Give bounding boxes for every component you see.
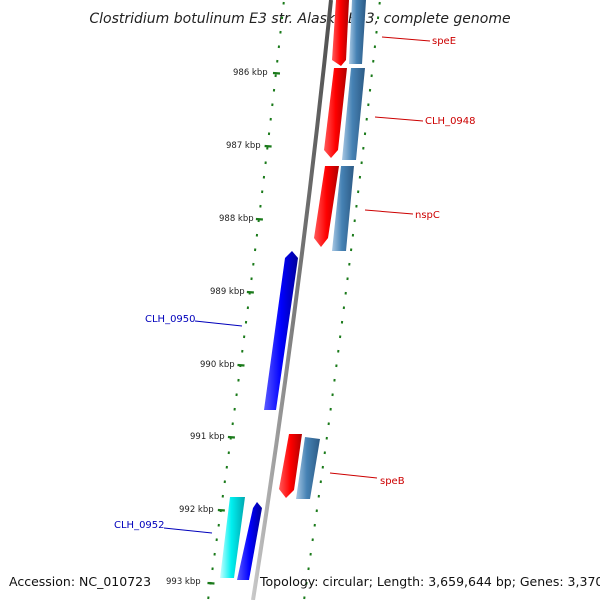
tick-label-992: 992 kbp: [179, 505, 214, 515]
scale-tick-7: [207, 581, 215, 585]
scale-tick-3: [246, 290, 254, 294]
gene-speE-gene[interactable]: [349, 0, 366, 64]
tick-label-993: 993 kbp: [166, 577, 201, 587]
gene-CLH0950-cds[interactable]: [264, 251, 298, 410]
scale-labels: 986 kbp 987 kbp 988 kbp 989 kbp 990 kbp …: [166, 68, 268, 587]
gene-speB-cds[interactable]: [279, 434, 302, 498]
gene-speB-gene[interactable]: [296, 437, 320, 499]
tick-label-987: 987 kbp: [226, 141, 261, 151]
scale-tick-0: [272, 71, 281, 75]
gene-CLH0952-cds[interactable]: [237, 502, 262, 580]
gene-label-CLH0950[interactable]: CLH_0950: [145, 314, 196, 325]
gene-labels: speE CLH_0948 nspC CLH_0950 speB CLH_095…: [114, 36, 476, 534]
accession-text: Accession: NC_010723: [9, 574, 152, 589]
scale-tick-6: [217, 508, 225, 512]
scale-tick-2: [255, 217, 263, 221]
tick-label-991: 991 kbp: [190, 432, 225, 442]
gene-nspC-cds[interactable]: [314, 166, 339, 247]
scale-ticks: [207, 71, 281, 585]
tick-label-986: 986 kbp: [233, 68, 268, 78]
gene-CLH0948-gene[interactable]: [342, 68, 365, 160]
gene-label-nspC[interactable]: nspC: [415, 210, 440, 221]
outer-tick-ring: [303, 1, 381, 600]
tick-label-989: 989 kbp: [210, 287, 245, 297]
gene-label-speE[interactable]: speE: [432, 36, 456, 47]
gene-label-CLH0952[interactable]: CLH_0952: [114, 520, 165, 531]
gene-speE-cds[interactable]: [332, 0, 349, 66]
reverse-features: [220, 251, 298, 580]
gene-label-speB[interactable]: speB: [380, 476, 405, 487]
gene-CLH0952-gene[interactable]: [220, 497, 245, 578]
gene-CLH0948-cds[interactable]: [324, 68, 347, 158]
tick-label-988: 988 kbp: [219, 214, 254, 224]
forward-features: [279, 0, 366, 499]
map-title: Clostridium botulinum E3 str. Alaska E43…: [89, 11, 510, 27]
scale-tick-4: [237, 363, 245, 367]
gene-nspC-gene[interactable]: [332, 166, 354, 251]
inner-tick-ring: [207, 1, 285, 600]
scale-tick-5: [227, 435, 235, 439]
genome-backbone: [251, 0, 333, 600]
tick-label-990: 990 kbp: [200, 360, 235, 370]
topology-text: Topology: circular; Length: 3,659,644 bp…: [260, 574, 600, 589]
scale-tick-1: [264, 144, 272, 148]
gene-label-CLH0948[interactable]: CLH_0948: [425, 116, 476, 127]
